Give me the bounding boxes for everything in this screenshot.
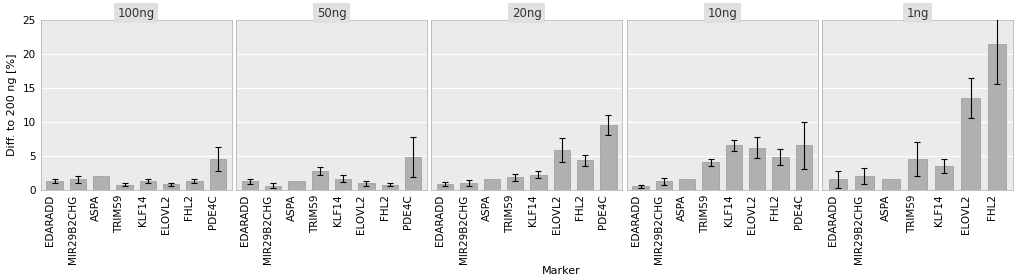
Bar: [405, 157, 421, 189]
Bar: [577, 160, 593, 189]
Bar: [725, 145, 741, 189]
Title: 100ng: 100ng: [117, 7, 155, 20]
Bar: [312, 170, 328, 189]
Bar: [506, 177, 523, 189]
Bar: [47, 181, 63, 189]
Bar: [163, 184, 179, 189]
Bar: [880, 179, 900, 189]
Bar: [381, 185, 397, 189]
Bar: [632, 186, 648, 189]
Bar: [69, 179, 86, 189]
Bar: [599, 125, 615, 189]
Bar: [483, 179, 499, 189]
Bar: [795, 145, 811, 189]
Bar: [460, 183, 476, 189]
Title: 10ng: 10ng: [706, 7, 737, 20]
Y-axis label: Diff. to 200 ng [%]: Diff. to 200 ng [%]: [7, 54, 17, 156]
Bar: [288, 181, 305, 189]
Bar: [334, 179, 351, 189]
Bar: [265, 186, 281, 189]
Bar: [437, 184, 453, 189]
Text: Marker: Marker: [541, 266, 580, 276]
Title: 1ng: 1ng: [905, 7, 928, 20]
Bar: [854, 176, 873, 189]
Bar: [209, 159, 225, 189]
Title: 50ng: 50ng: [316, 7, 346, 20]
Bar: [748, 148, 764, 189]
Bar: [242, 181, 258, 189]
Bar: [655, 181, 672, 189]
Bar: [986, 44, 1006, 189]
Bar: [960, 98, 979, 189]
Bar: [771, 157, 788, 189]
Title: 20ng: 20ng: [512, 7, 541, 20]
Bar: [186, 181, 203, 189]
Bar: [553, 150, 570, 189]
Bar: [679, 179, 695, 189]
Bar: [827, 179, 847, 189]
Bar: [907, 159, 926, 189]
Bar: [140, 181, 156, 189]
Bar: [116, 185, 132, 189]
Bar: [530, 175, 546, 189]
Bar: [702, 162, 718, 189]
Bar: [933, 166, 953, 189]
Bar: [93, 176, 109, 189]
Bar: [358, 184, 374, 189]
